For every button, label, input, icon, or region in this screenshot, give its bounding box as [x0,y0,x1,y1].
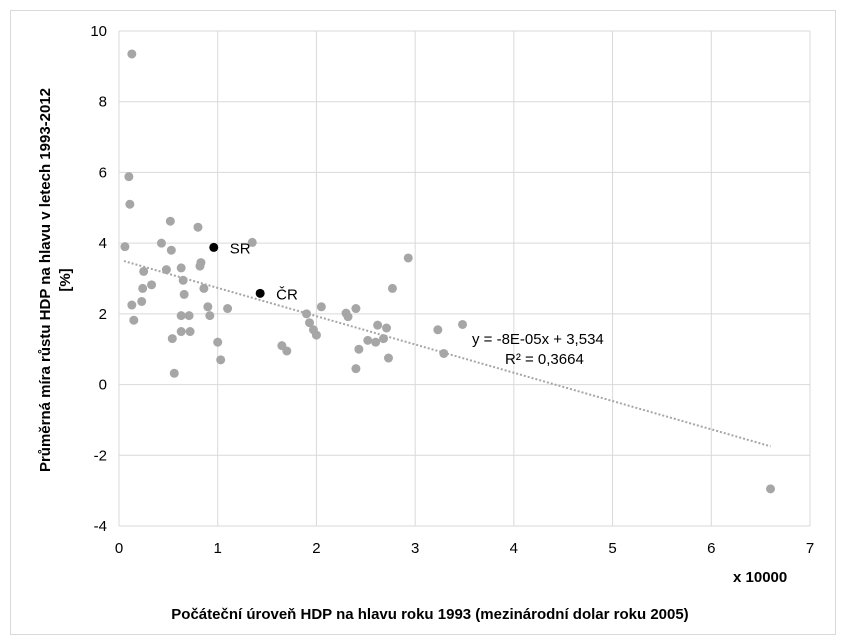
data-point [363,335,373,345]
data-point [124,172,134,182]
data-point [213,337,223,347]
data-point [147,280,157,290]
x-tick-label: 4 [510,540,518,557]
x-axis-title: Počáteční úroveň HDP na hlavu roku 1993 … [171,606,688,623]
trendline-r-squared: R² = 0,3664 [505,351,584,368]
x-tick-label: 1 [214,540,222,557]
y-tick-label: 10 [90,23,107,40]
data-point [138,283,148,293]
data-point [169,368,179,378]
data-point [127,300,137,310]
data-point [302,309,312,319]
data-point [184,311,194,321]
data-point [382,323,392,333]
y-tick-label: 2 [99,306,107,323]
data-point [439,348,449,358]
data-point [247,237,257,247]
data-point [343,312,353,322]
data-point [167,334,177,344]
data-point [354,344,364,354]
data-point [127,49,137,59]
y-axis-title: Průměrná míra růstu HDP na hlavu v letec… [37,88,54,472]
data-point [282,346,292,356]
data-point [351,364,361,374]
data-point [458,319,468,329]
y-tick-label: -2 [94,447,107,464]
highlight-label: SR [230,240,251,257]
data-point [120,242,130,252]
data-point [379,334,389,344]
data-point [195,261,205,271]
data-point [403,253,413,263]
data-point [176,263,186,273]
x-tick-label: 3 [411,540,419,557]
data-point [161,265,171,275]
x-tick-label: 6 [707,540,715,557]
chart-frame [10,10,836,635]
data-points [120,49,776,494]
x-tick-label: 7 [806,540,814,557]
data-point [387,283,397,293]
y-tick-label: 6 [99,164,107,181]
y-tick-label: 4 [99,235,107,252]
data-point [351,304,361,314]
data-point [176,311,186,321]
data-point [371,337,381,347]
y-tick-label: 0 [99,377,107,394]
data-point [205,311,215,321]
data-point [129,315,139,325]
data-point [137,296,147,306]
data-point [305,318,315,328]
x-tick-label: 0 [115,540,123,557]
data-point [383,353,393,363]
data-point [165,216,175,226]
data-point [125,199,135,209]
data-point [433,325,443,335]
data-point [223,304,233,314]
gridlines [118,30,811,527]
data-point [139,266,149,276]
y-tick-label: 8 [99,94,107,111]
data-point [373,320,383,330]
data-point [166,245,176,255]
data-point [311,330,321,340]
data-point [156,238,166,248]
y-axis-unit: [%] [57,268,74,291]
highlight-point [255,288,265,298]
highlight-label: ČR [276,286,298,303]
data-point [193,222,203,232]
highlight-point [209,242,219,252]
highlighted-points: SR ČR [209,240,298,303]
data-point [176,327,186,337]
x-tick-labels: 0 1 2 3 4 5 6 7 [115,540,814,557]
data-point [178,275,188,285]
y-tick-labels: -4 -2 0 2 4 6 8 10 [90,23,107,535]
data-point [316,302,326,312]
y-tick-label: -4 [94,518,107,535]
data-point [185,327,195,337]
data-point [203,302,213,312]
trendline-equation: y = -8E-05x + 3,534 [472,331,604,348]
x-tick-label: 2 [312,540,320,557]
data-point [199,283,209,293]
data-point [766,484,776,494]
data-point [179,289,189,299]
x-axis-unit: x 10000 [733,569,787,586]
x-tick-label: 5 [608,540,616,557]
data-point [216,355,226,365]
